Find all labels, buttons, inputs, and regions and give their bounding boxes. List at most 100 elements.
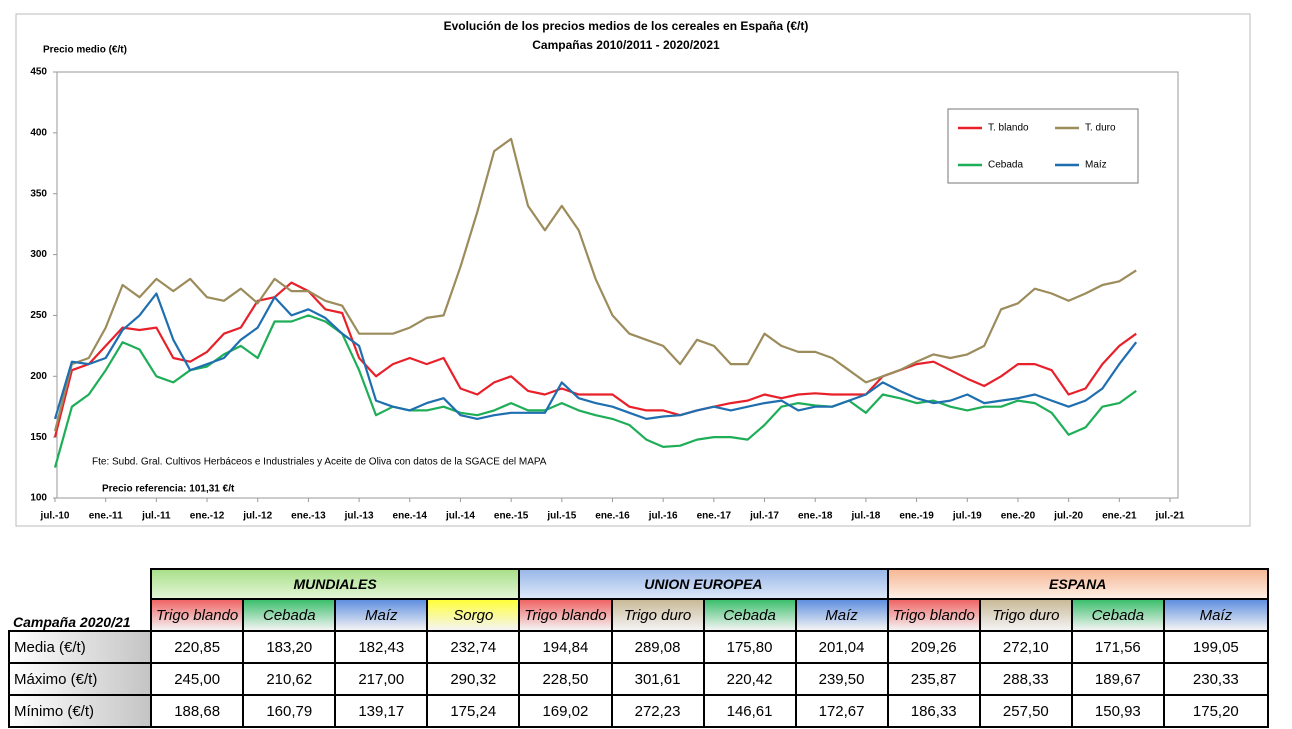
- chart-subtitle: Campañas 2010/2011 - 2020/2021: [532, 38, 720, 52]
- legend-label: Cebada: [988, 160, 1023, 171]
- y-tick-label: 400: [30, 127, 47, 138]
- x-tick-label: ene.-20: [1001, 511, 1036, 522]
- table-cell: 172,67: [794, 694, 889, 728]
- table-cell: 194,84: [518, 630, 613, 664]
- table-cell: 183,20: [242, 630, 337, 664]
- legend-box: [947, 108, 1139, 184]
- blank-cell: [9, 569, 151, 599]
- table-cell: 201,04: [794, 630, 889, 664]
- table-cell: 189,67: [1070, 662, 1165, 696]
- column-header: Cebada: [242, 598, 337, 632]
- series-line: [53, 281, 1137, 438]
- chart-frame: [15, 13, 1251, 527]
- table-cell: 289,08: [610, 630, 705, 664]
- table-cell: 186,33: [886, 694, 981, 728]
- x-tick-label: jul.-18: [850, 511, 880, 522]
- x-tick-label: jul.-14: [445, 511, 475, 522]
- source-note: Fte: Subd. Gral. Cultivos Herbáceos e In…: [92, 457, 547, 468]
- table-cell: 232,74: [426, 630, 521, 664]
- table-cell: 272,10: [978, 630, 1073, 664]
- column-header: Maíz: [334, 598, 429, 632]
- table-cell: 199,05: [1162, 630, 1269, 664]
- column-header: Cebada: [1070, 598, 1165, 632]
- table-cell: 239,50: [794, 662, 889, 696]
- x-tick-label: ene.-11: [89, 511, 123, 522]
- legend-label: T. duro: [1085, 123, 1116, 134]
- table-cell: 160,79: [242, 694, 337, 728]
- table-cell: 175,20: [1162, 694, 1269, 728]
- table-cell: 146,61: [702, 694, 797, 728]
- x-tick-label: ene.-19: [899, 511, 934, 522]
- x-tick-label: ene.-18: [798, 511, 833, 522]
- column-header: Trigo duro: [978, 598, 1073, 632]
- y-tick-label: 450: [30, 67, 47, 78]
- x-tick-label: ene.-12: [190, 511, 225, 522]
- table-cell: 217,00: [334, 662, 429, 696]
- row-label: Máximo (€/t): [8, 662, 152, 696]
- column-row: Campaña 2020/21 Trigo blando Cebada Maíz Sor…: [9, 598, 1269, 632]
- series-line: [53, 314, 1137, 468]
- x-tick-label: jul.-21: [1155, 511, 1185, 522]
- x-tick-label: jul.-15: [546, 511, 576, 522]
- y-tick-label: 150: [30, 432, 47, 443]
- table-cell: 290,32: [426, 662, 521, 696]
- group-header: MUNDIALES: [149, 568, 521, 600]
- table-cell: 209,26: [886, 630, 981, 664]
- column-header: Maíz: [1162, 598, 1269, 632]
- x-tick-label: ene.-17: [697, 511, 732, 522]
- legend-label: Maíz: [1085, 160, 1107, 171]
- data-row: Mínimo (€/t) 188,68 160,79 139,17 175,24 169,…: [8, 694, 1269, 728]
- x-tick-label: jul.-10: [40, 511, 70, 522]
- x-tick-label: jul.-13: [344, 511, 374, 522]
- summary-table: MUNDIALES UNION EUROPEA ESPANA Campaña 2020…: [8, 568, 1269, 728]
- group-row: MUNDIALES UNION EUROPEA ESPANA: [9, 568, 1269, 600]
- x-tick-label: ene.-21: [1102, 511, 1137, 522]
- table-cell: 235,87: [886, 662, 981, 696]
- table-cell: 228,50: [518, 662, 613, 696]
- table-cell: 150,93: [1070, 694, 1165, 728]
- table-cell: 139,17: [334, 694, 429, 728]
- x-tick-label: jul.-11: [141, 511, 171, 522]
- column-header: Trigo duro: [610, 598, 705, 632]
- column-header: Sorgo: [426, 598, 521, 632]
- column-header: Trigo blando: [886, 598, 981, 632]
- column-header: Cebada: [702, 598, 797, 632]
- x-tick-label: ene.-14: [393, 511, 428, 522]
- table-cell: 301,61: [610, 662, 705, 696]
- table-cell: 171,56: [1070, 630, 1165, 664]
- table-cell: 169,02: [518, 694, 613, 728]
- column-header: Trigo blando: [518, 598, 613, 632]
- table-cell: 272,23: [610, 694, 705, 728]
- series-line: [53, 137, 1137, 432]
- row-label: Mínimo (€/t): [8, 694, 152, 728]
- table-cell: 230,33: [1162, 662, 1269, 696]
- x-tick-label: jul.-19: [952, 511, 982, 522]
- row-label: Media (€/t): [8, 630, 152, 664]
- y-tick-label: 100: [30, 493, 47, 504]
- table-cell: 182,43: [334, 630, 429, 664]
- chart: Evolución de los precios medios de los c…: [15, 13, 1251, 527]
- x-tick-label: jul.-12: [242, 511, 272, 522]
- table-cell: 175,80: [702, 630, 797, 664]
- table-cell: 188,68: [149, 694, 245, 728]
- y-tick-label: 300: [30, 249, 47, 260]
- plot-frame: [56, 71, 1179, 499]
- x-tick-label: jul.-16: [648, 511, 678, 522]
- table-cell: 220,85: [149, 630, 245, 664]
- x-tick-label: ene.-13: [291, 511, 326, 522]
- x-tick-label: ene.-16: [595, 511, 630, 522]
- x-tick-label: jul.-17: [749, 511, 779, 522]
- table-cell: 257,50: [978, 694, 1073, 728]
- x-tick-label: jul.-20: [1053, 511, 1083, 522]
- y-tick-label: 250: [30, 310, 47, 321]
- x-tick-label: ene.-15: [494, 511, 529, 522]
- legend-label: T. blando: [988, 123, 1029, 134]
- corner-label: Campaña 2020/21: [13, 614, 131, 630]
- chart-title: Evolución de los precios medios de los c…: [444, 19, 809, 33]
- y-axis-label: Precio medio (€/t): [43, 45, 127, 56]
- group-header: UNION EUROPEA: [518, 568, 889, 600]
- reference-note: Precio referencia: 101,31 €/t: [102, 484, 235, 495]
- table-cell: 175,24: [426, 694, 521, 728]
- table-cell: 210,62: [242, 662, 337, 696]
